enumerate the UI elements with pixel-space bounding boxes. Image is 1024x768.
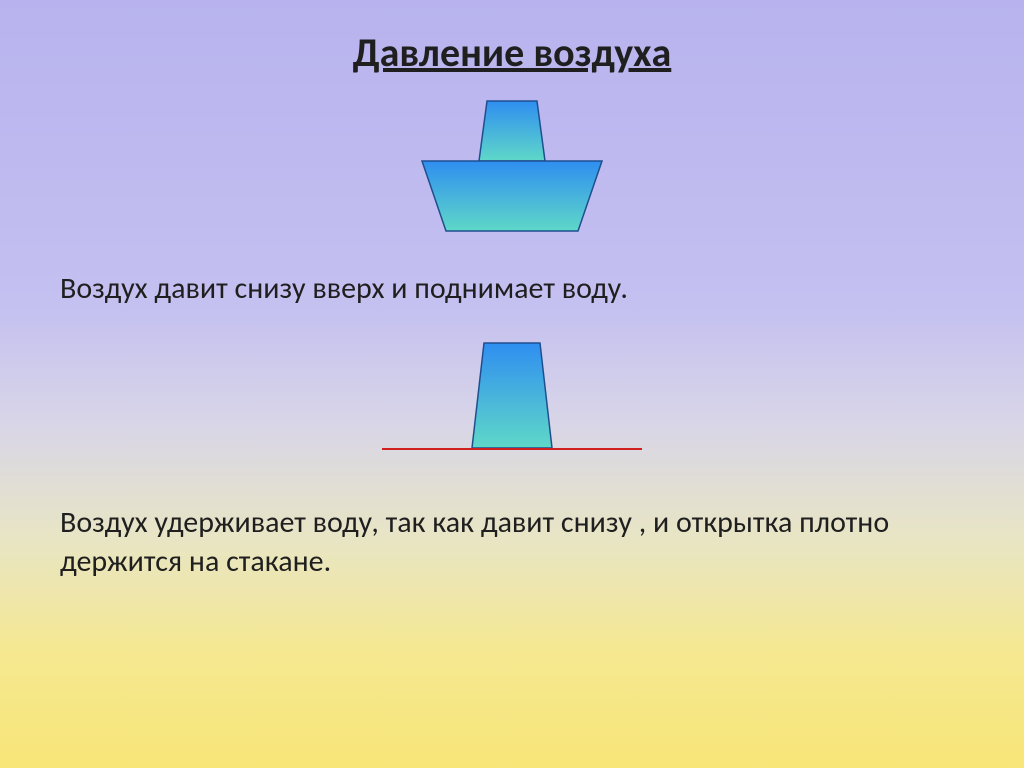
bowl-cup-diagram: [402, 99, 622, 239]
cup-shape: [479, 101, 545, 161]
cup-shape-2: [472, 343, 552, 448]
diagram-2: [0, 338, 1024, 468]
body-text-2: Воздух удерживает воду, так как давит сн…: [60, 503, 964, 581]
cup-on-card-diagram: [352, 338, 672, 468]
body-text-1: Воздух давит снизу вверх и поднимает вод…: [60, 269, 964, 308]
diagram-1: [0, 99, 1024, 239]
slide-title: Давление воздуха: [0, 0, 1024, 77]
bowl-shape: [422, 161, 602, 231]
